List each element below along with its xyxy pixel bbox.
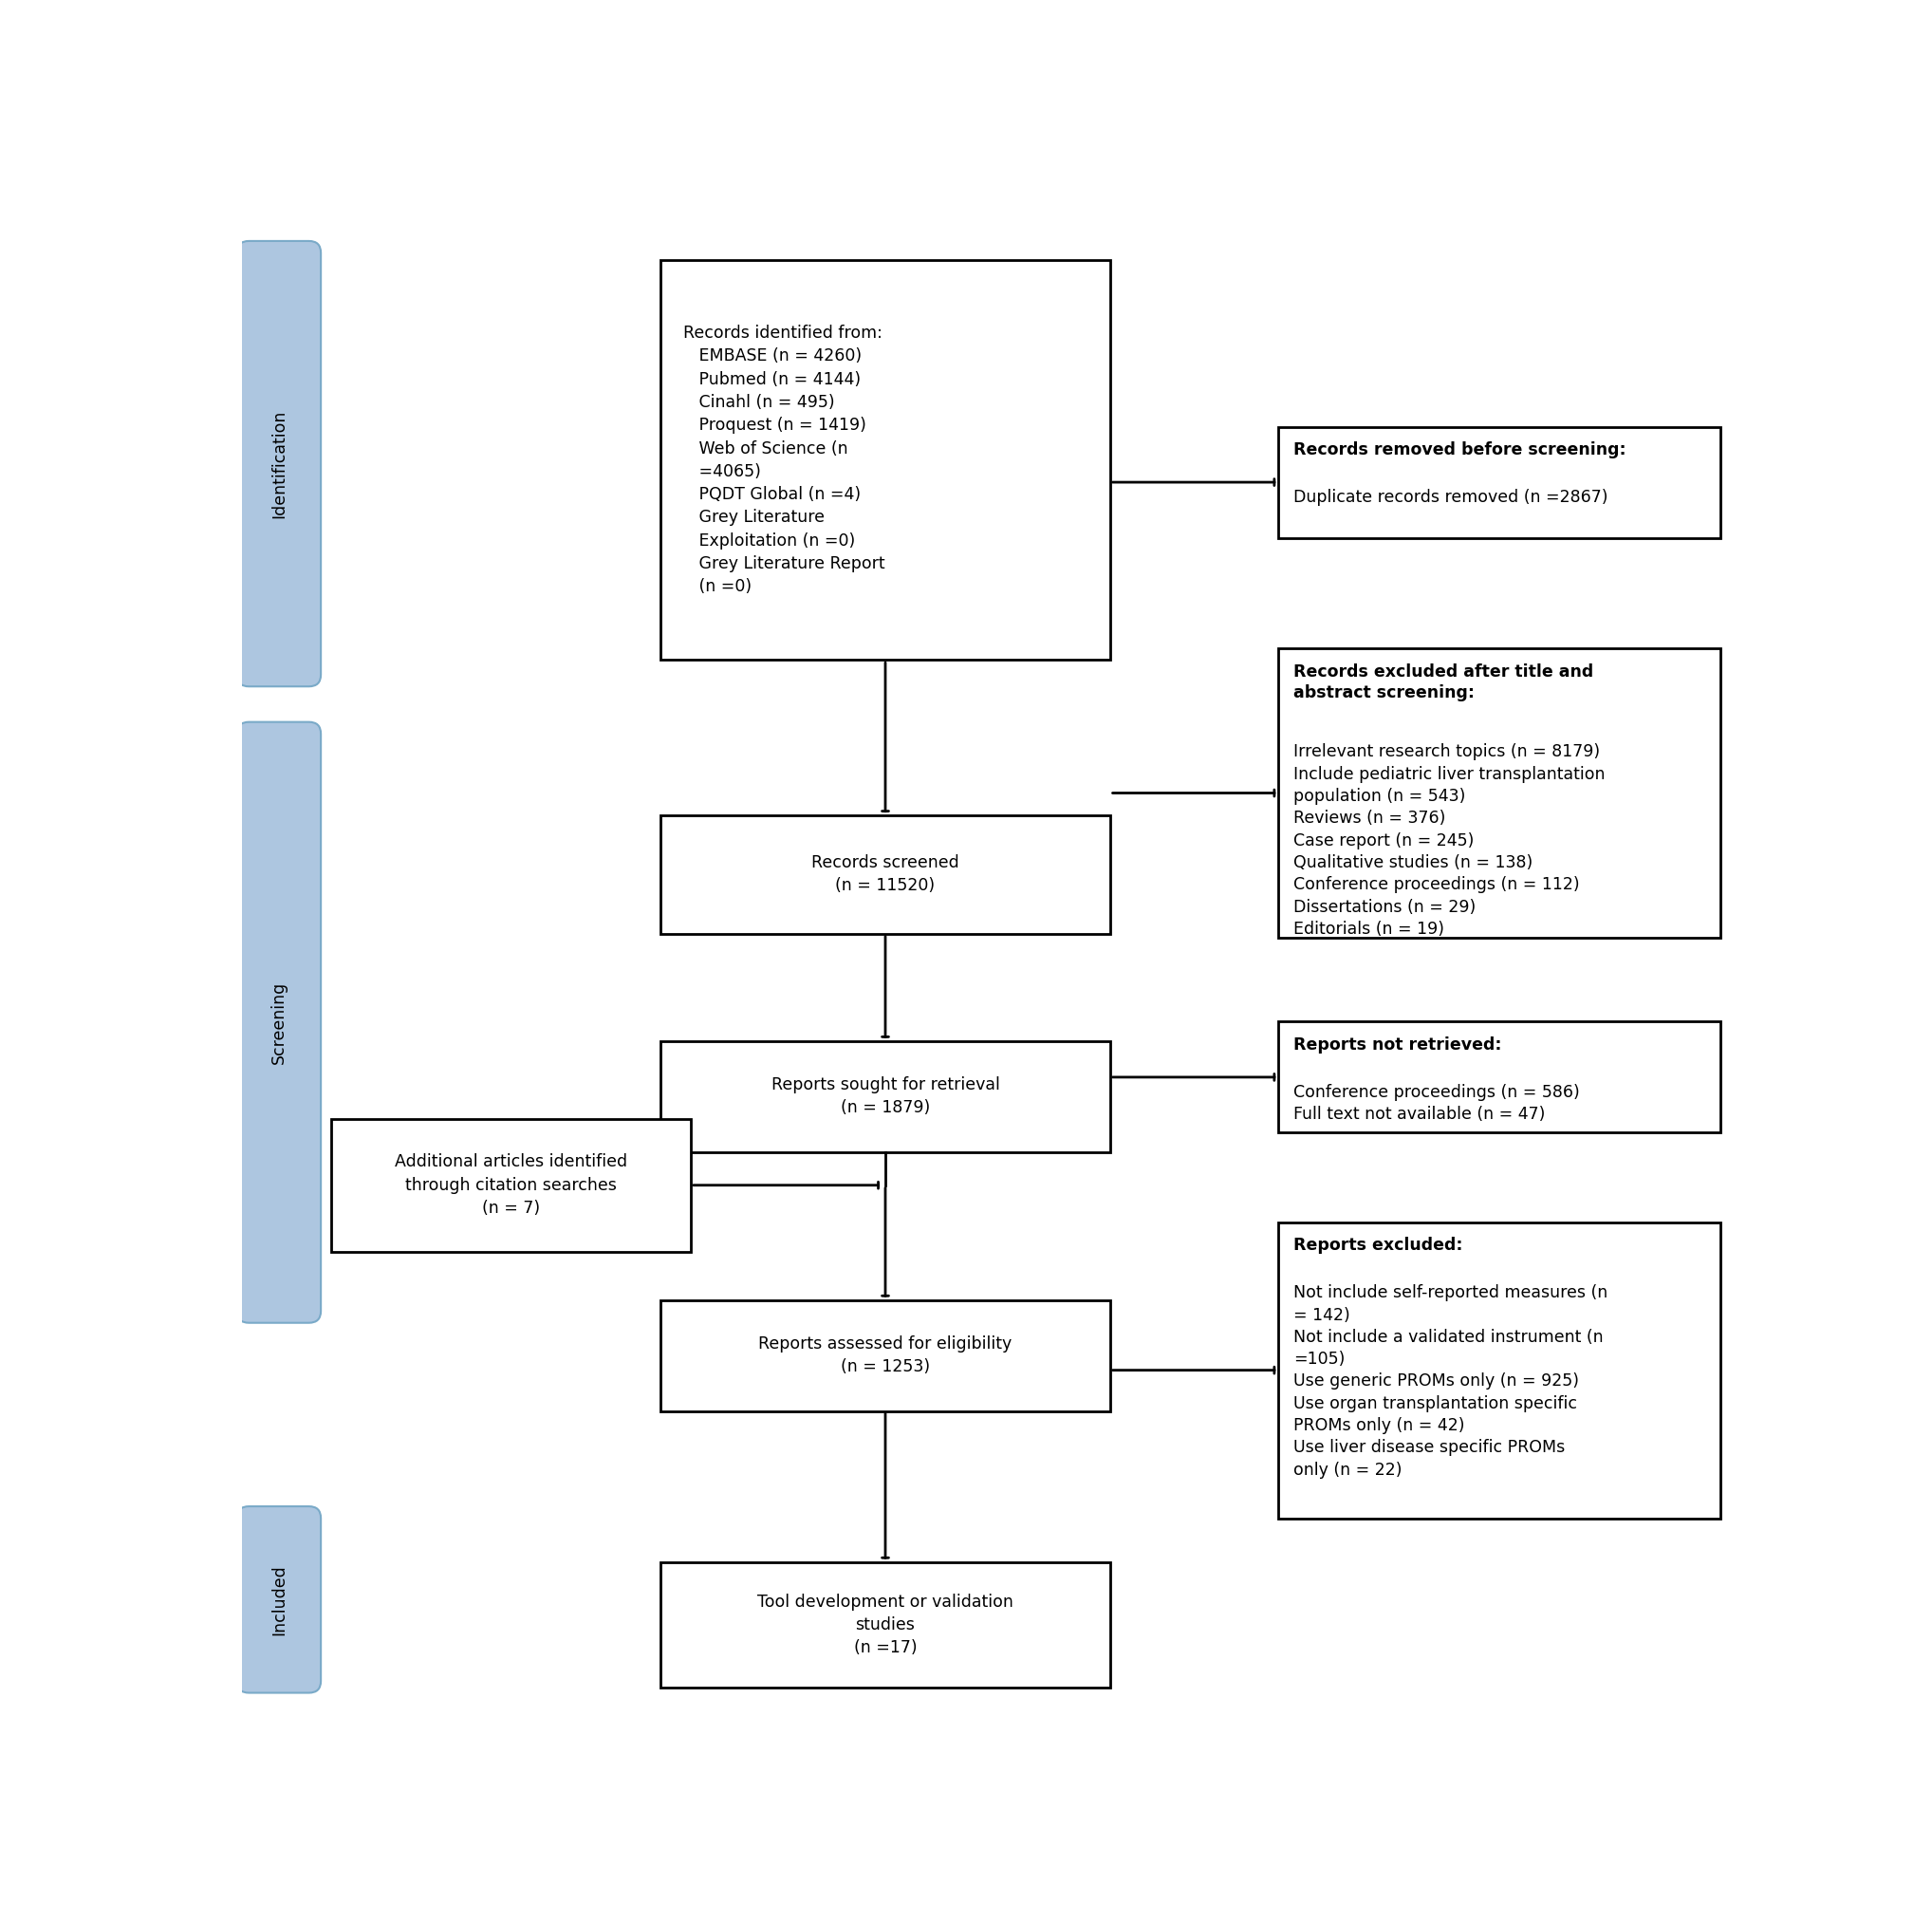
FancyBboxPatch shape (238, 1507, 321, 1693)
Text: Irrelevant research topics (n = 8179)
Include pediatric liver transplantation
po: Irrelevant research topics (n = 8179) In… (1293, 744, 1605, 938)
Bar (1279, 650, 1719, 938)
Bar (661, 1042, 1111, 1151)
Bar (1279, 1023, 1719, 1132)
Text: Reports excluded:: Reports excluded: (1293, 1238, 1463, 1253)
FancyBboxPatch shape (238, 723, 321, 1322)
Text: Records excluded after title and
abstract screening:: Records excluded after title and abstrac… (1293, 663, 1594, 702)
Text: Records removed before screening:: Records removed before screening: (1293, 442, 1627, 459)
Bar (661, 259, 1111, 659)
Text: Conference proceedings (n = 586)
Full text not available (n = 47): Conference proceedings (n = 586) Full te… (1293, 1084, 1580, 1122)
Bar (332, 1119, 692, 1251)
Bar (661, 1299, 1111, 1411)
Text: Included: Included (270, 1565, 288, 1636)
Text: Tool development or validation
studies
(n =17): Tool development or validation studies (… (757, 1593, 1014, 1657)
Text: Duplicate records removed (n =2867): Duplicate records removed (n =2867) (1293, 488, 1607, 505)
Text: Not include self-reported measures (n
= 142)
Not include a validated instrument : Not include self-reported measures (n = … (1293, 1284, 1607, 1478)
FancyBboxPatch shape (238, 240, 321, 686)
Text: Reports sought for retrieval
(n = 1879): Reports sought for retrieval (n = 1879) (771, 1076, 999, 1117)
Bar (661, 815, 1111, 934)
Text: Records identified from:
   EMBASE (n = 4260)
   Pubmed (n = 4144)
   Cinahl (n : Records identified from: EMBASE (n = 426… (684, 325, 885, 596)
Text: Reports not retrieved:: Reports not retrieved: (1293, 1036, 1501, 1053)
Text: Records screened
(n = 11520): Records screened (n = 11520) (811, 855, 958, 894)
Text: Additional articles identified
through citation searches
(n = 7): Additional articles identified through c… (394, 1153, 628, 1217)
Bar (1279, 1222, 1719, 1518)
Text: Screening: Screening (270, 980, 288, 1063)
Bar (1279, 427, 1719, 538)
Bar (661, 1563, 1111, 1688)
Text: Identification: Identification (270, 409, 288, 519)
Text: Reports assessed for eligibility
(n = 1253): Reports assessed for eligibility (n = 12… (759, 1336, 1012, 1376)
